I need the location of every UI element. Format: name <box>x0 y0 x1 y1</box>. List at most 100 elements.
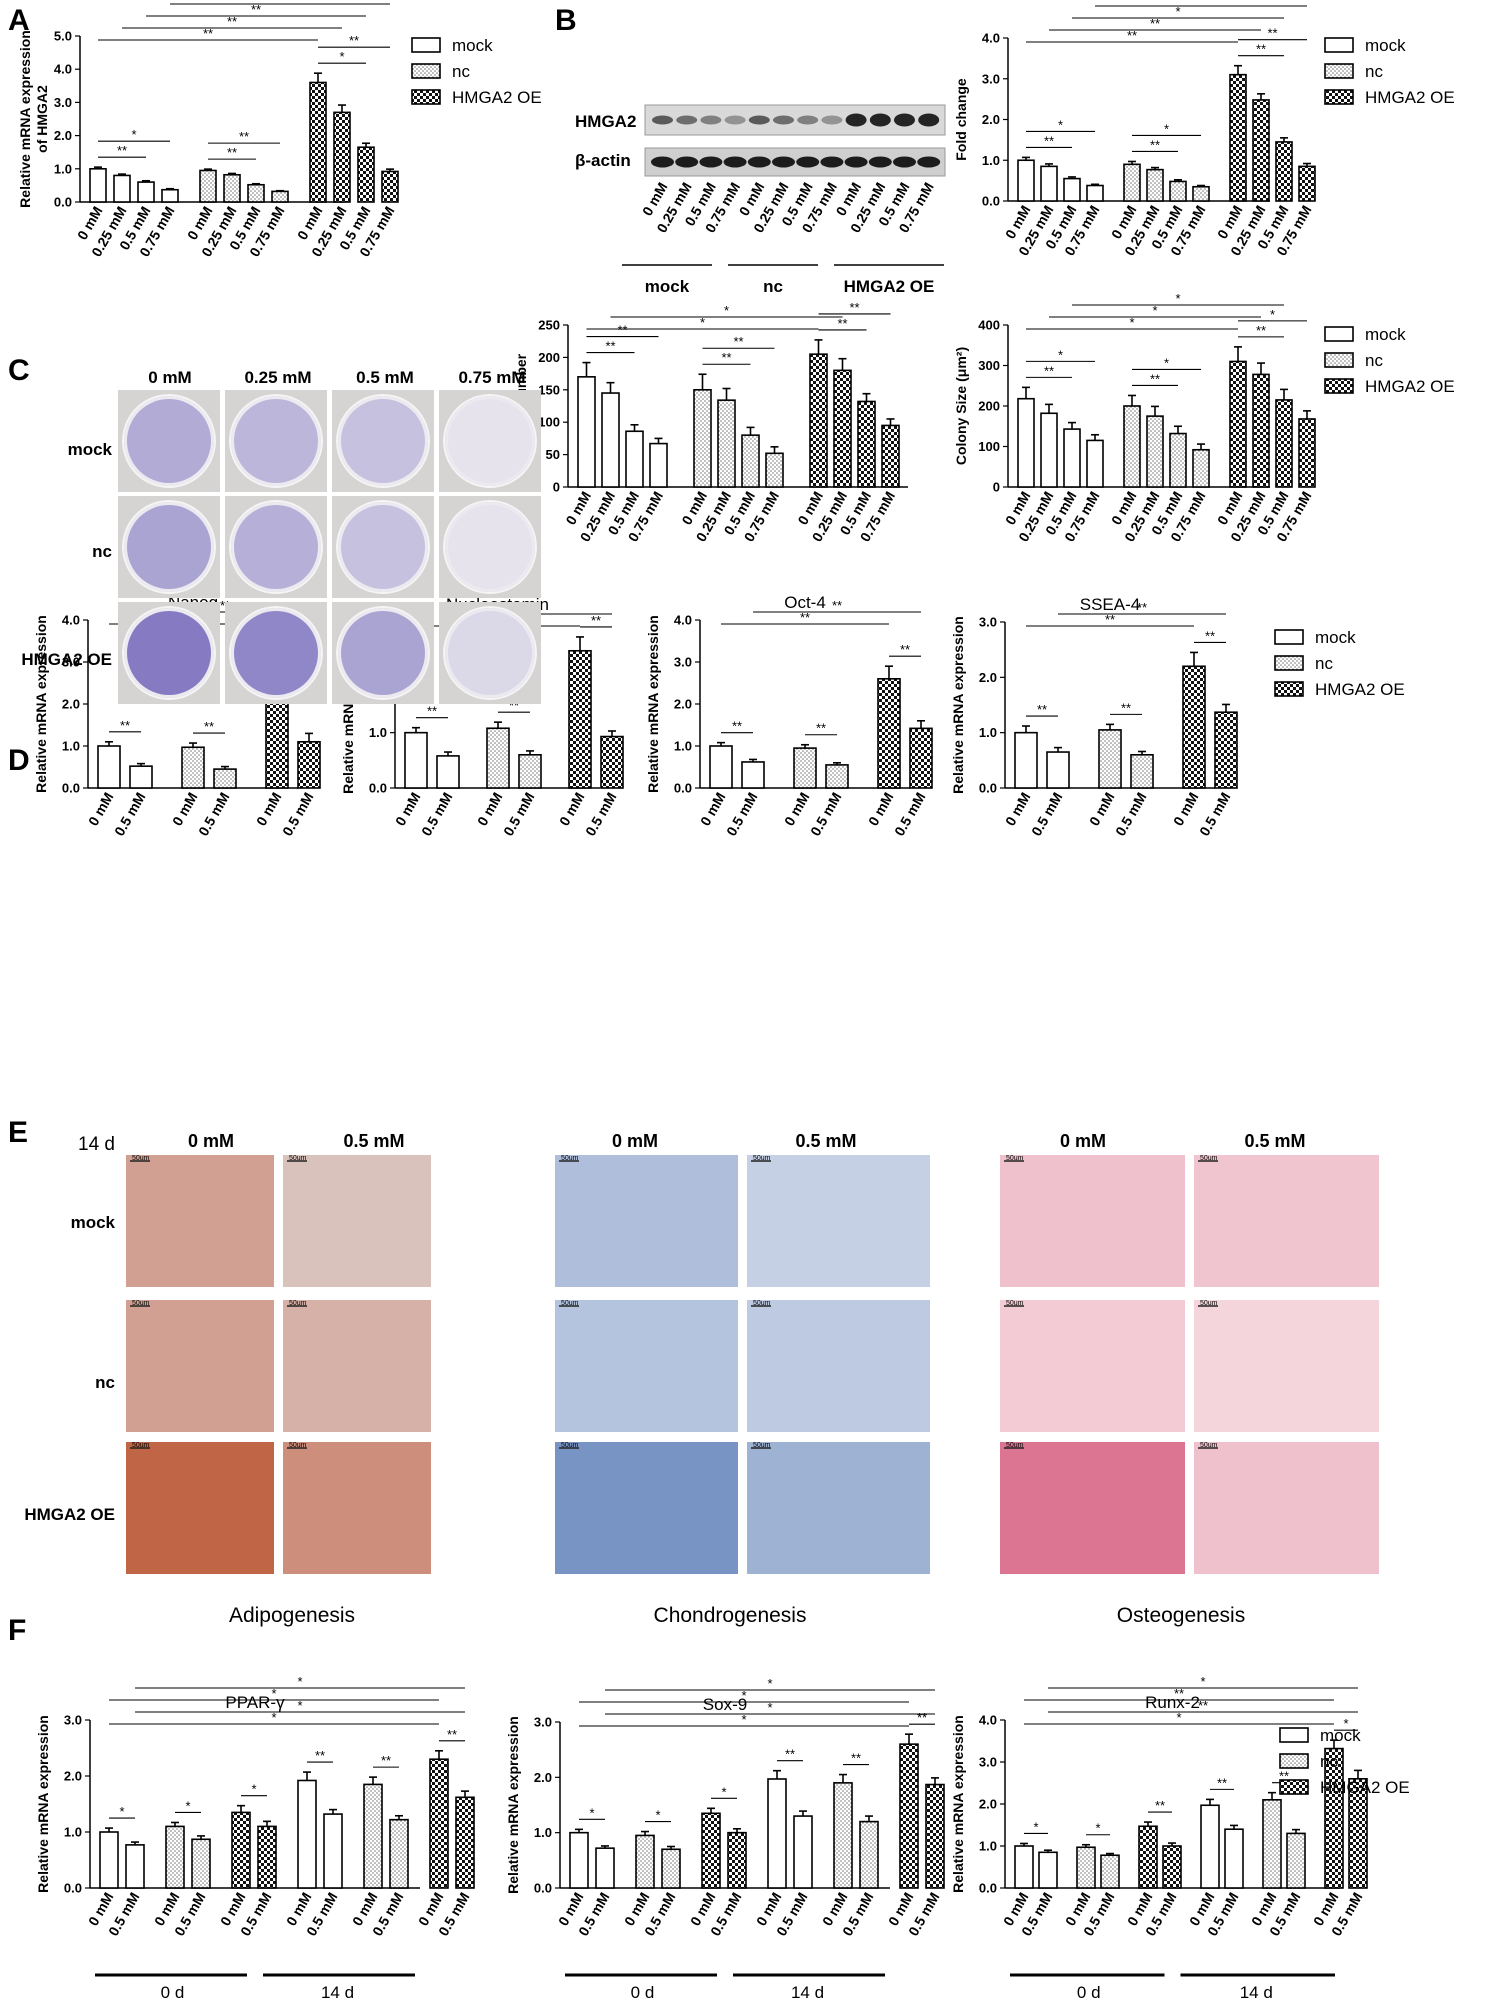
blot-label-actin: β-actin <box>575 151 631 170</box>
bar <box>486 727 510 789</box>
bar <box>693 388 712 488</box>
bar <box>165 1825 185 1889</box>
bar <box>1192 185 1210 202</box>
y-tick-label: 0.0 <box>982 194 1000 209</box>
plate-rim <box>443 606 537 700</box>
sig-star: * <box>1152 303 1157 318</box>
bar <box>925 1783 945 1889</box>
bar <box>595 1847 615 1889</box>
micro-row-oe: HMGA2 OE <box>24 1505 115 1524</box>
micrograph: 50um <box>1000 1442 1185 1574</box>
scale-bar-label: 50um <box>561 1300 579 1307</box>
significance: ** ** ** ** ** <box>721 598 921 736</box>
y-tick-label: 1.0 <box>979 1839 997 1854</box>
x-tick-label: 0.5 mM <box>279 790 317 839</box>
chart-d4: SSEA-4 0.0 1.0 2.0 3.0 Relative mRNA expressi… <box>950 595 1238 839</box>
legend-swatch <box>1324 326 1354 342</box>
plate <box>225 390 327 492</box>
hmga2-band <box>821 115 843 125</box>
micrograph: 50um <box>747 1300 930 1432</box>
bar <box>1162 1845 1182 1889</box>
x-tick-label: 0 mM <box>392 790 424 829</box>
bar <box>717 399 736 488</box>
actin-band <box>917 156 941 168</box>
sig-star: ** <box>1127 28 1137 43</box>
bar <box>1063 177 1081 202</box>
bar <box>1063 428 1081 488</box>
micrograph-stain <box>126 1442 274 1574</box>
bar <box>161 188 179 203</box>
y-tick-label: 4.0 <box>979 1713 997 1728</box>
plate-colonies <box>127 505 211 589</box>
micrograph-stain <box>283 1300 431 1432</box>
micrograph-stain <box>747 1155 930 1287</box>
bar <box>1017 159 1035 202</box>
y-tick-label: 2.0 <box>979 670 997 685</box>
scale-bar-label: 50um <box>753 1442 771 1449</box>
bar <box>1146 168 1164 202</box>
legend: mock nc HMGA2 OE <box>1274 628 1405 699</box>
x-tick-label: 0.5 mM <box>418 790 456 839</box>
x-tick-label: 0 mM <box>1170 790 1202 829</box>
bar <box>1262 1799 1282 1889</box>
y-tick-label: 3.0 <box>979 1755 997 1770</box>
actin-band <box>868 156 892 168</box>
sig-star: ** <box>1196 0 1206 7</box>
micrograph-bg <box>747 1300 930 1432</box>
plate-colonies <box>127 611 211 695</box>
bar <box>1224 1828 1244 1889</box>
micrograph: 50um <box>283 1442 431 1574</box>
sig-star: * <box>131 127 136 142</box>
plate-rim <box>122 394 216 488</box>
micrograph-stain <box>1000 1155 1185 1287</box>
legend-label: mock <box>452 36 493 55</box>
legend-label: HMGA2 OE <box>1365 377 1455 396</box>
micro-col-0-chondro: 0 mM <box>612 1131 658 1151</box>
legend-label: nc <box>1365 62 1383 81</box>
legend-label: mock <box>1365 325 1406 344</box>
legend-label: nc <box>1365 351 1383 370</box>
bar <box>1252 99 1270 202</box>
bar <box>333 111 351 203</box>
bar <box>1229 360 1247 488</box>
micrograph-stain <box>126 1155 274 1287</box>
micro-row-nc: nc <box>95 1373 115 1392</box>
bar <box>600 735 624 789</box>
plate-colonies <box>341 399 425 483</box>
blot-label-hmga2: HMGA2 <box>575 112 636 131</box>
micrograph: 50um <box>1000 1155 1185 1287</box>
scale-bar-label: 50um <box>561 1155 579 1162</box>
y-tick-label: 3.0 <box>979 615 997 630</box>
sig-star: ** <box>227 145 237 160</box>
plate-rim <box>229 394 323 488</box>
sig-star: ** <box>832 598 842 613</box>
sig-star: * <box>119 1804 124 1819</box>
plate <box>225 602 327 704</box>
plate <box>118 602 220 704</box>
bar <box>1298 418 1316 488</box>
legend-label: HMGA2 OE <box>1320 1778 1410 1797</box>
hmga2-band <box>869 113 891 127</box>
y-tick-label: 200 <box>978 399 1000 414</box>
micrograph-stain <box>1194 1300 1379 1432</box>
plate <box>118 496 220 598</box>
bar <box>1214 711 1238 789</box>
sig-star: * <box>721 1784 726 1799</box>
sig-star: * <box>724 303 729 318</box>
y-axis-label: Relative mRNA expressionof HMGA2 <box>17 30 50 208</box>
y-tick-label: 5.0 <box>54 29 72 44</box>
hmga2-band <box>918 113 940 127</box>
bar <box>113 174 131 203</box>
x-tick-label: 0 mM <box>253 790 285 829</box>
y-tick-label: 0.0 <box>674 781 692 796</box>
scale-bar-label: 50um <box>1200 1155 1218 1162</box>
plate-colonies <box>448 611 532 695</box>
panel-label-a: A <box>8 4 30 37</box>
blot-group-oe: HMGA2 OE <box>844 277 935 296</box>
blot-group-mock: mock <box>645 277 690 296</box>
sig-star: * <box>1175 4 1180 19</box>
chart-d3: Oct-4 0.0 1.0 2.0 3.0 4.0 Relative mRNA expres… <box>645 593 933 839</box>
plate-col-1: 0.25 mM <box>244 368 311 387</box>
micrograph-bg <box>555 1155 738 1287</box>
y-tick-label: 0.0 <box>369 781 387 796</box>
